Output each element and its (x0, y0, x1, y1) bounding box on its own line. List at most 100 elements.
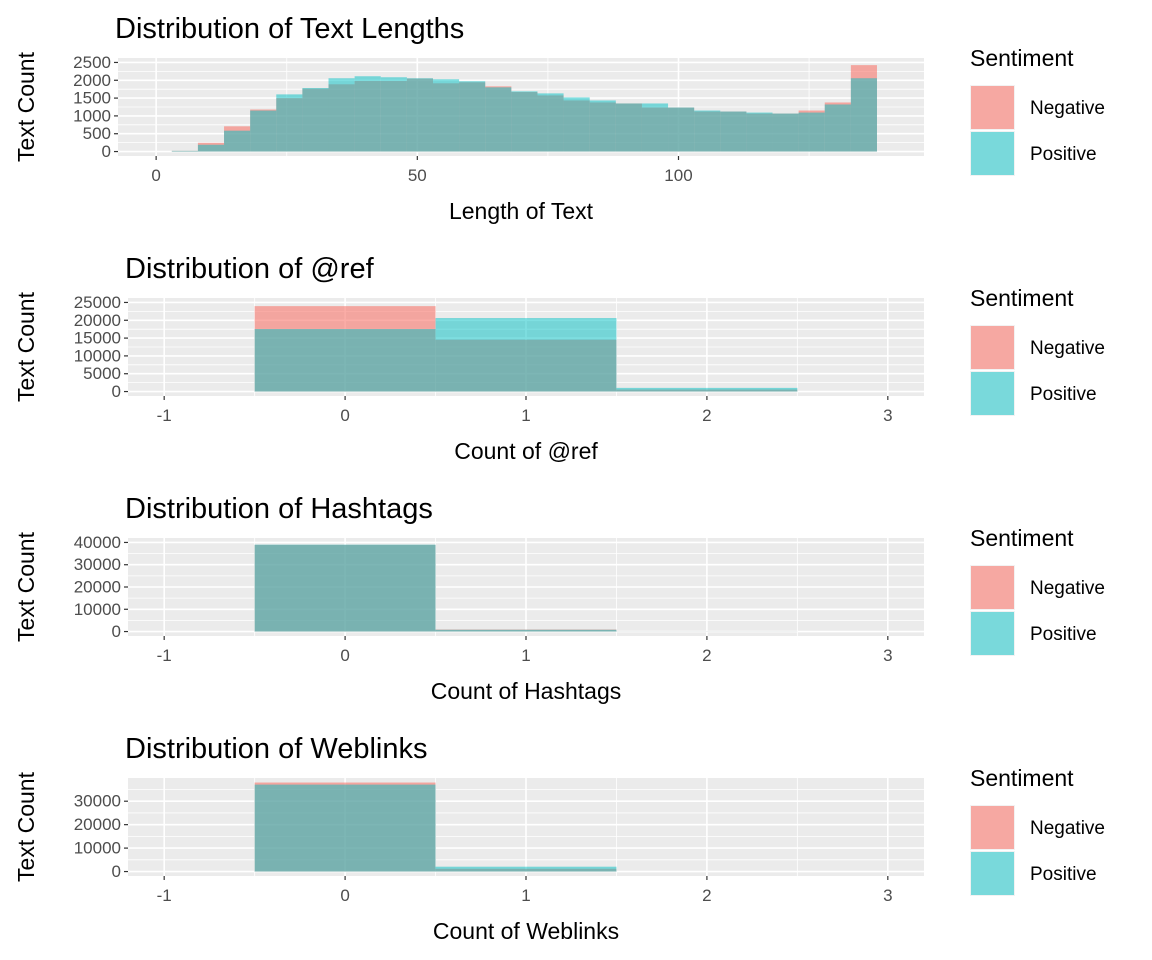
legend-label: Positive (1030, 624, 1097, 645)
x-tick-label: 0 (340, 646, 349, 665)
y-tick-label: 5000 (83, 364, 121, 383)
x-tick-label: 0 (340, 406, 349, 425)
bar-positive (224, 130, 251, 152)
bar-positive (435, 318, 617, 392)
legend-label: Positive (1030, 384, 1097, 405)
y-tick-label: 20000 (74, 578, 121, 597)
legend: Sentiment Negative Positive (970, 285, 1105, 416)
legend-swatch-positive (971, 852, 1014, 895)
x-tick-label: 1 (521, 886, 530, 905)
x-axis-label: Count of Hashtags (431, 678, 622, 704)
bar-positive (511, 91, 538, 152)
y-tick-label: 25000 (74, 293, 121, 312)
x-tick-label: 2 (702, 406, 711, 425)
chart-title: Distribution of @ref (125, 253, 375, 285)
bar-positive (435, 866, 617, 872)
legend-label: Positive (1030, 864, 1097, 885)
chart-title: Distribution of Weblinks (125, 733, 427, 765)
bar-positive (171, 150, 198, 152)
x-tick-label: -1 (157, 406, 172, 425)
bar-positive (824, 104, 851, 152)
bar-positive (406, 78, 433, 152)
bar-positive (435, 629, 617, 632)
y-tick-label: 10000 (74, 839, 121, 858)
y-tick-label: 0 (112, 862, 121, 881)
bar-positive (328, 78, 355, 152)
bar-positive (354, 76, 381, 152)
x-tick-label: -1 (157, 886, 172, 905)
y-tick-label: 1000 (73, 106, 111, 125)
bar-positive (302, 88, 329, 152)
y-tick-label: 500 (83, 124, 111, 143)
legend-title: Sentiment (970, 765, 1074, 791)
bar-positive (276, 94, 303, 152)
y-tick-label: 30000 (74, 792, 121, 811)
y-tick-label: 30000 (74, 555, 121, 574)
x-axis-label: Count of Weblinks (433, 918, 619, 944)
legend-label: Negative (1030, 338, 1105, 359)
bar-positive (850, 78, 877, 152)
bar-positive (537, 93, 564, 152)
bar-positive (250, 110, 277, 152)
x-tick-label: 50 (408, 166, 427, 185)
bar-positive (615, 103, 642, 152)
bar-positive (254, 544, 436, 632)
bar-positive (563, 97, 590, 152)
legend-label: Negative (1030, 98, 1105, 119)
x-tick-label: 3 (883, 646, 892, 665)
x-tick-label: 2 (702, 886, 711, 905)
y-tick-label: 1500 (73, 89, 111, 108)
bar-positive (380, 77, 407, 152)
legend-swatch-positive (971, 132, 1014, 175)
bar-positive (720, 111, 747, 152)
legend-swatch-positive (971, 612, 1014, 655)
bar-positive (432, 79, 460, 152)
y-tick-label: 0 (112, 622, 121, 641)
y-tick-label: 10000 (74, 346, 121, 365)
chart-title: Distribution of Hashtags (125, 493, 433, 525)
y-tick-label: 10000 (74, 600, 121, 619)
panel-4: 0 10000 20000 30000 -1 0 1 2 3 Distribution of We… (13, 733, 1105, 944)
bar-positive (459, 81, 486, 152)
bar-positive (589, 100, 616, 152)
bar-positive (616, 387, 798, 392)
legend: Sentiment Negative Positive (970, 525, 1105, 656)
legend-swatch-negative (971, 326, 1014, 369)
x-tick-label: 2 (702, 646, 711, 665)
legend-swatch-negative (971, 86, 1014, 129)
x-tick-label: 0 (151, 166, 160, 185)
y-tick-label: 0 (102, 142, 111, 161)
x-tick-label: 1 (521, 646, 530, 665)
bar-positive (772, 113, 799, 152)
y-tick-label: 0 (112, 382, 121, 401)
legend-label: Positive (1030, 144, 1097, 165)
y-axis-label: Text Count (13, 51, 39, 162)
legend-label: Negative (1030, 818, 1105, 839)
legend-title: Sentiment (970, 285, 1074, 311)
legend-title: Sentiment (970, 525, 1074, 551)
y-tick-label: 2500 (73, 53, 111, 72)
legend-swatch-negative (971, 566, 1014, 609)
x-tick-label: -1 (157, 646, 172, 665)
x-axis-label: Count of @ref (454, 438, 598, 464)
bar-positive (254, 329, 436, 392)
y-tick-label: 40000 (74, 533, 121, 552)
y-tick-label: 2000 (73, 71, 111, 90)
x-tick-label: 3 (883, 886, 892, 905)
legend-title: Sentiment (970, 45, 1074, 71)
x-tick-label: 1 (521, 406, 530, 425)
x-tick-label: 3 (883, 406, 892, 425)
panel-3: 0 10000 20000 30000 40000 -1 0 1 2 3 Distribution … (13, 493, 1105, 704)
bar-positive (197, 144, 225, 152)
y-axis-label: Text Count (13, 531, 39, 642)
bar-positive (668, 107, 695, 152)
y-tick-label: 20000 (74, 311, 121, 330)
bar-positive (254, 784, 436, 872)
y-tick-label: 20000 (74, 815, 121, 834)
legend: Sentiment Negative Positive (970, 45, 1105, 176)
bar-positive (798, 112, 825, 152)
legend: Sentiment Negative Positive (970, 765, 1105, 896)
